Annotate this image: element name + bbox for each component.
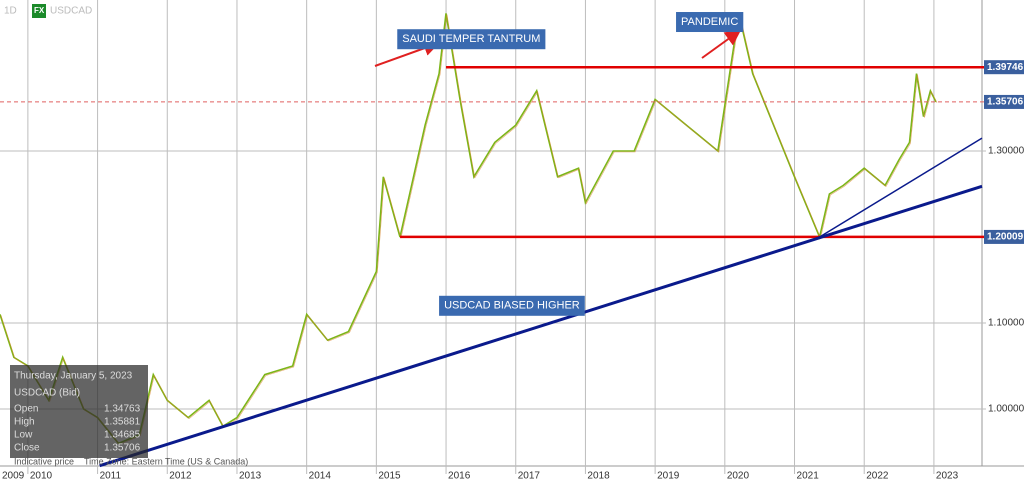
trendline	[819, 137, 983, 238]
annotation-box	[397, 29, 546, 50]
overlay-layer: 1.39746 1.35706 1.20009 SAUDI TEMPER TANTRU…	[4, 4, 1024, 466]
x-tick-label: 2020	[727, 471, 750, 482]
badge	[32, 4, 46, 18]
x-tick-label: 2014	[309, 471, 332, 482]
x-tick-label: 2013	[239, 471, 262, 482]
price-line-shadow	[0, 14, 938, 445]
info-label: Close	[14, 443, 40, 454]
y-tick-label: 1.10000	[988, 318, 1024, 329]
badge-label: FX	[34, 6, 45, 15]
x-tick-label: 2016	[448, 471, 471, 482]
info-value: 1.35881	[104, 417, 141, 428]
info-date: Thursday, January 5, 2023	[14, 371, 133, 382]
footer: Time Zone: Eastern Time (US & Canada)	[84, 456, 248, 466]
info-value: 1.35706	[104, 443, 141, 454]
x-tick-label: 2021	[797, 471, 820, 482]
marks-layer	[0, 13, 1024, 468]
price-tag-label: 1.20009	[987, 232, 1024, 243]
axis-band	[0, 466, 1024, 492]
x-tick-label: 2012	[169, 471, 192, 482]
price-line	[0, 13, 937, 445]
x-tick-label: 2023	[936, 471, 959, 482]
y-tick-label: 1.30000	[988, 146, 1024, 157]
y-tick-label: 1.00000	[988, 404, 1024, 415]
x-tick-label: 2011	[100, 471, 122, 482]
x-tick-label: 2015	[378, 471, 401, 482]
info-label: Low	[14, 430, 33, 441]
x-tick-label: 2010	[30, 471, 53, 482]
annotation: USDCAD BIASED HIGHER	[444, 300, 580, 312]
price-tag	[984, 94, 1024, 109]
x-tick-label: 2009	[2, 471, 25, 482]
symbol: USDCAD	[50, 6, 92, 17]
price-tag-label: 1.35706	[987, 97, 1024, 108]
info-label: High	[14, 417, 35, 428]
info-box	[10, 365, 148, 458]
x-tick-label: 2022	[866, 471, 889, 482]
x-tick-label: 2018	[587, 471, 610, 482]
interval: 1D	[4, 6, 17, 17]
info-label: Open	[14, 404, 38, 415]
info-symbol: USDCAD (Bid)	[14, 388, 80, 399]
annotation: PANDEMIC	[681, 16, 738, 28]
annotation-box	[439, 295, 585, 316]
arrow	[701, 29, 742, 59]
x-tick-label: 2019	[657, 471, 680, 482]
price-tag	[984, 60, 1024, 75]
footer: Indicative price	[14, 456, 74, 466]
price-tag	[984, 229, 1024, 244]
trendline	[99, 184, 983, 468]
annotation: SAUDI TEMPER TANTRUM	[402, 33, 540, 45]
info-value: 1.34685	[104, 430, 141, 441]
annotation-box	[676, 12, 744, 33]
price-tag-label: 1.39746	[987, 62, 1024, 73]
x-tick-label: 2017	[518, 471, 541, 482]
info-value: 1.34763	[104, 404, 141, 415]
